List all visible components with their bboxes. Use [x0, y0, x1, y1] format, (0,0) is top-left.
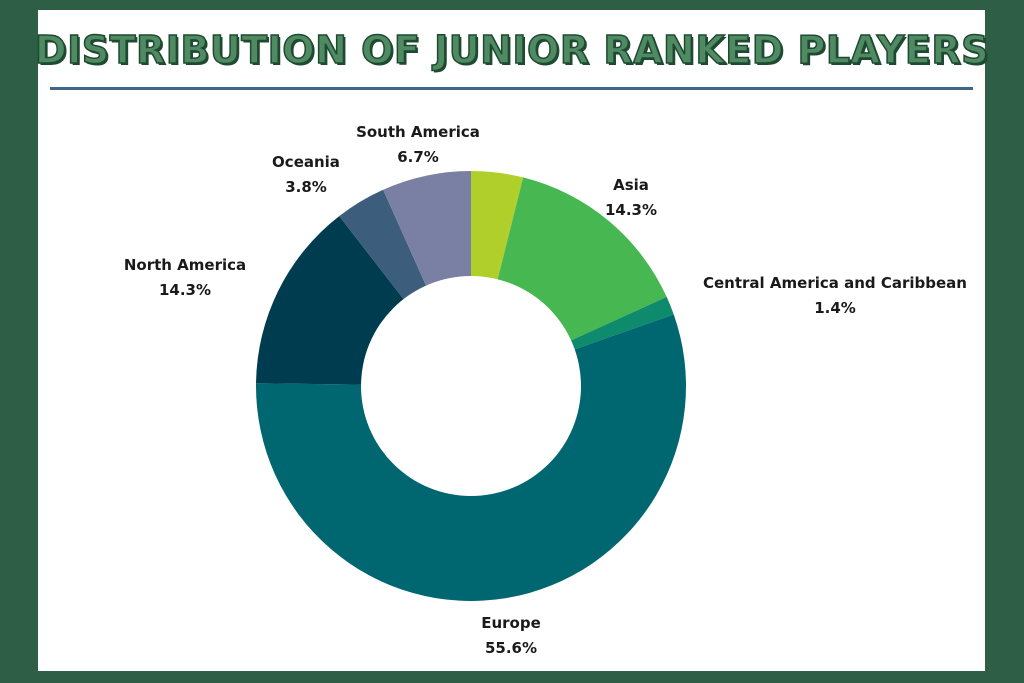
slice-percent-label: 55.6%	[485, 639, 537, 657]
slice-label: North America	[124, 256, 246, 274]
slice-percent-label: 6.7%	[397, 148, 439, 166]
slice-percent-label: 14.3%	[159, 281, 211, 299]
title-divider	[50, 87, 973, 90]
slice-label: South America	[356, 123, 480, 141]
slice-percent-label: 3.8%	[285, 178, 327, 196]
chart-title: DISTRIBUTION OF JUNIOR RANKED PLAYERS	[34, 27, 989, 73]
slice-percent-label: 1.4%	[814, 299, 856, 317]
slice-label: Asia	[613, 176, 649, 194]
donut-hole	[361, 276, 581, 496]
slice-label: Central America and Caribbean	[703, 274, 967, 292]
slice-label: Oceania	[272, 153, 340, 171]
slice-percent-label: 14.3%	[605, 201, 657, 219]
slice-label: Europe	[481, 614, 541, 632]
